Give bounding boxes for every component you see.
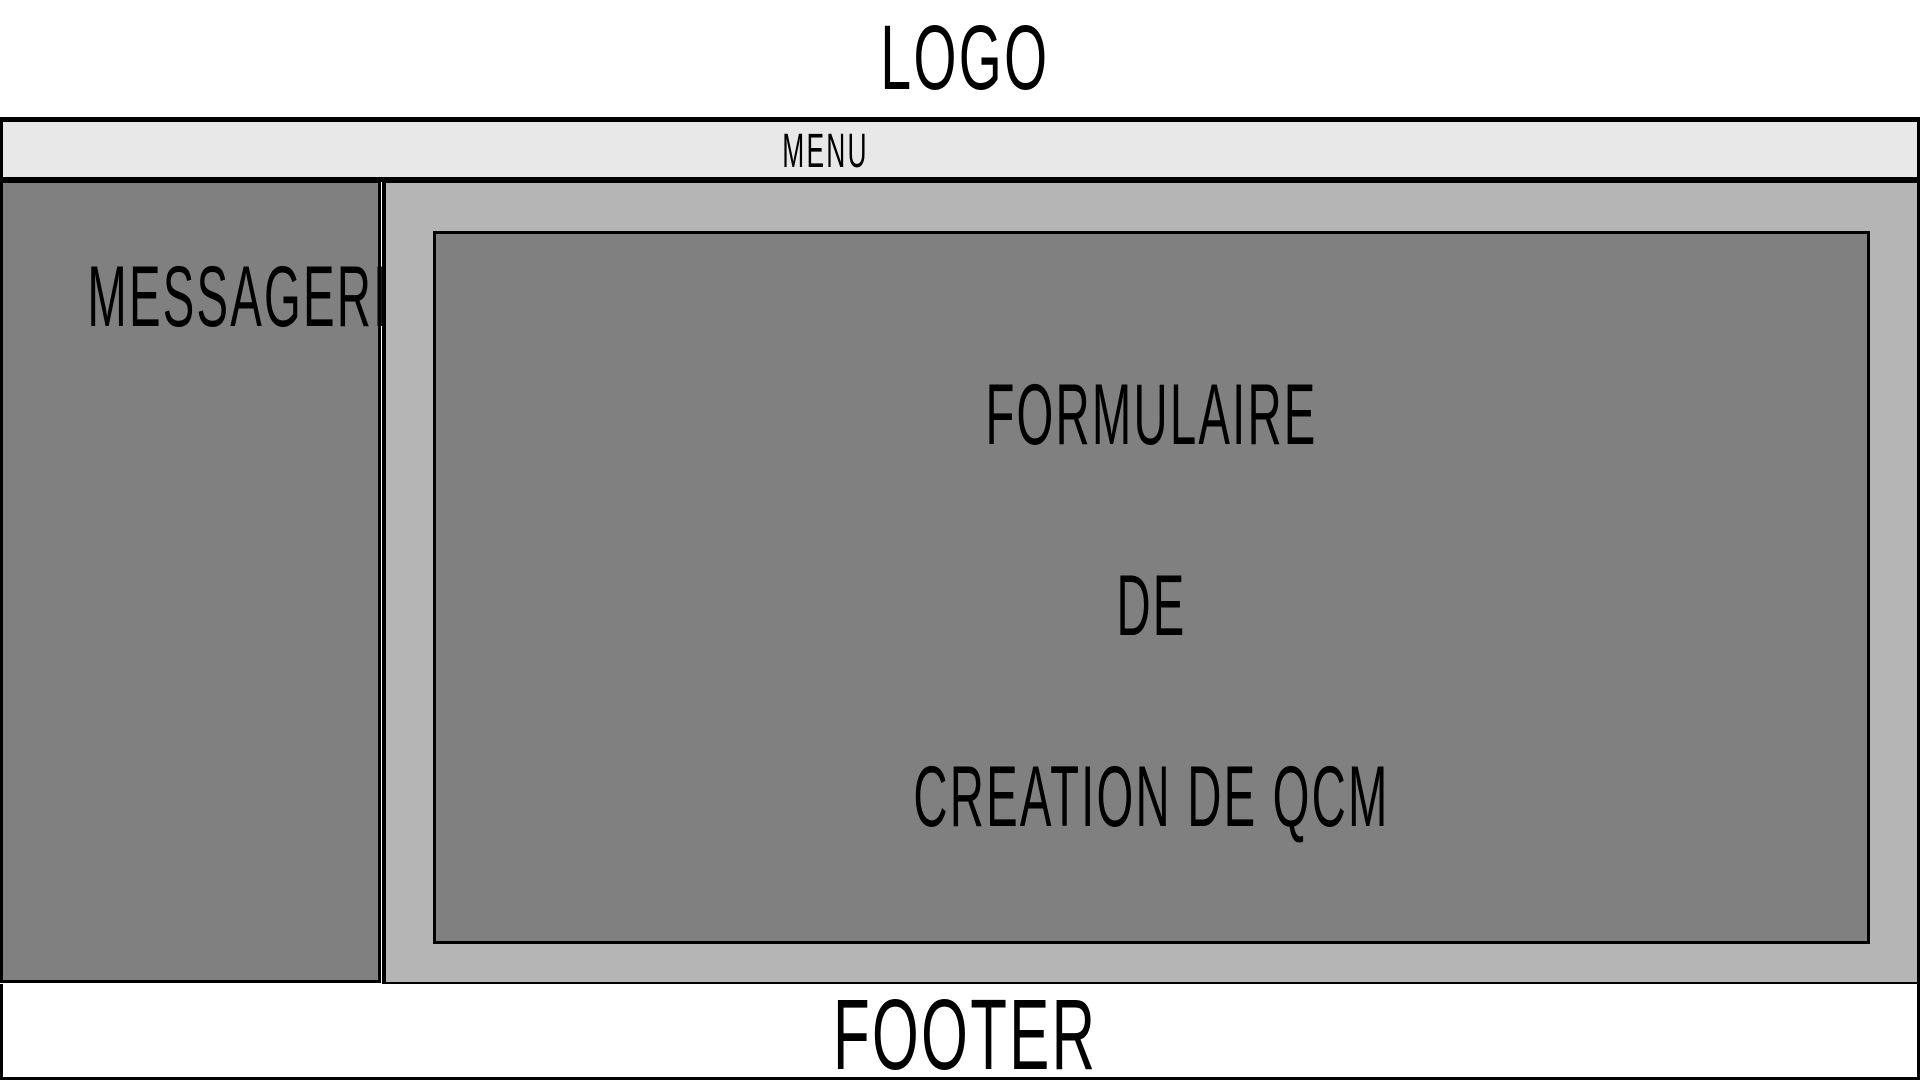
menu-bar[interactable]: MENU [0, 117, 1920, 182]
footer: FOOTER [0, 979, 1920, 1080]
sidebar-title: MESSAGERIE [87, 249, 423, 345]
qcm-creation-form[interactable]: FORMULAIRE DE CREATION DE QCM [433, 231, 1870, 944]
form-title-line-1: FORMULAIRE [985, 367, 1318, 463]
menu-label: MENU [782, 125, 869, 178]
logo-text[interactable]: LOGO [880, 7, 1050, 109]
form-title-line-3: CREATION DE QCM [913, 749, 1390, 845]
messagerie-sidebar[interactable]: MESSAGERIE [0, 180, 423, 983]
main-content-area: FORMULAIRE DE CREATION DE QCM [382, 180, 1920, 985]
logo-area: LOGO [0, 0, 1920, 117]
footer-label: FOOTER [833, 979, 1098, 1080]
form-title-line-2: DE [1116, 558, 1187, 654]
